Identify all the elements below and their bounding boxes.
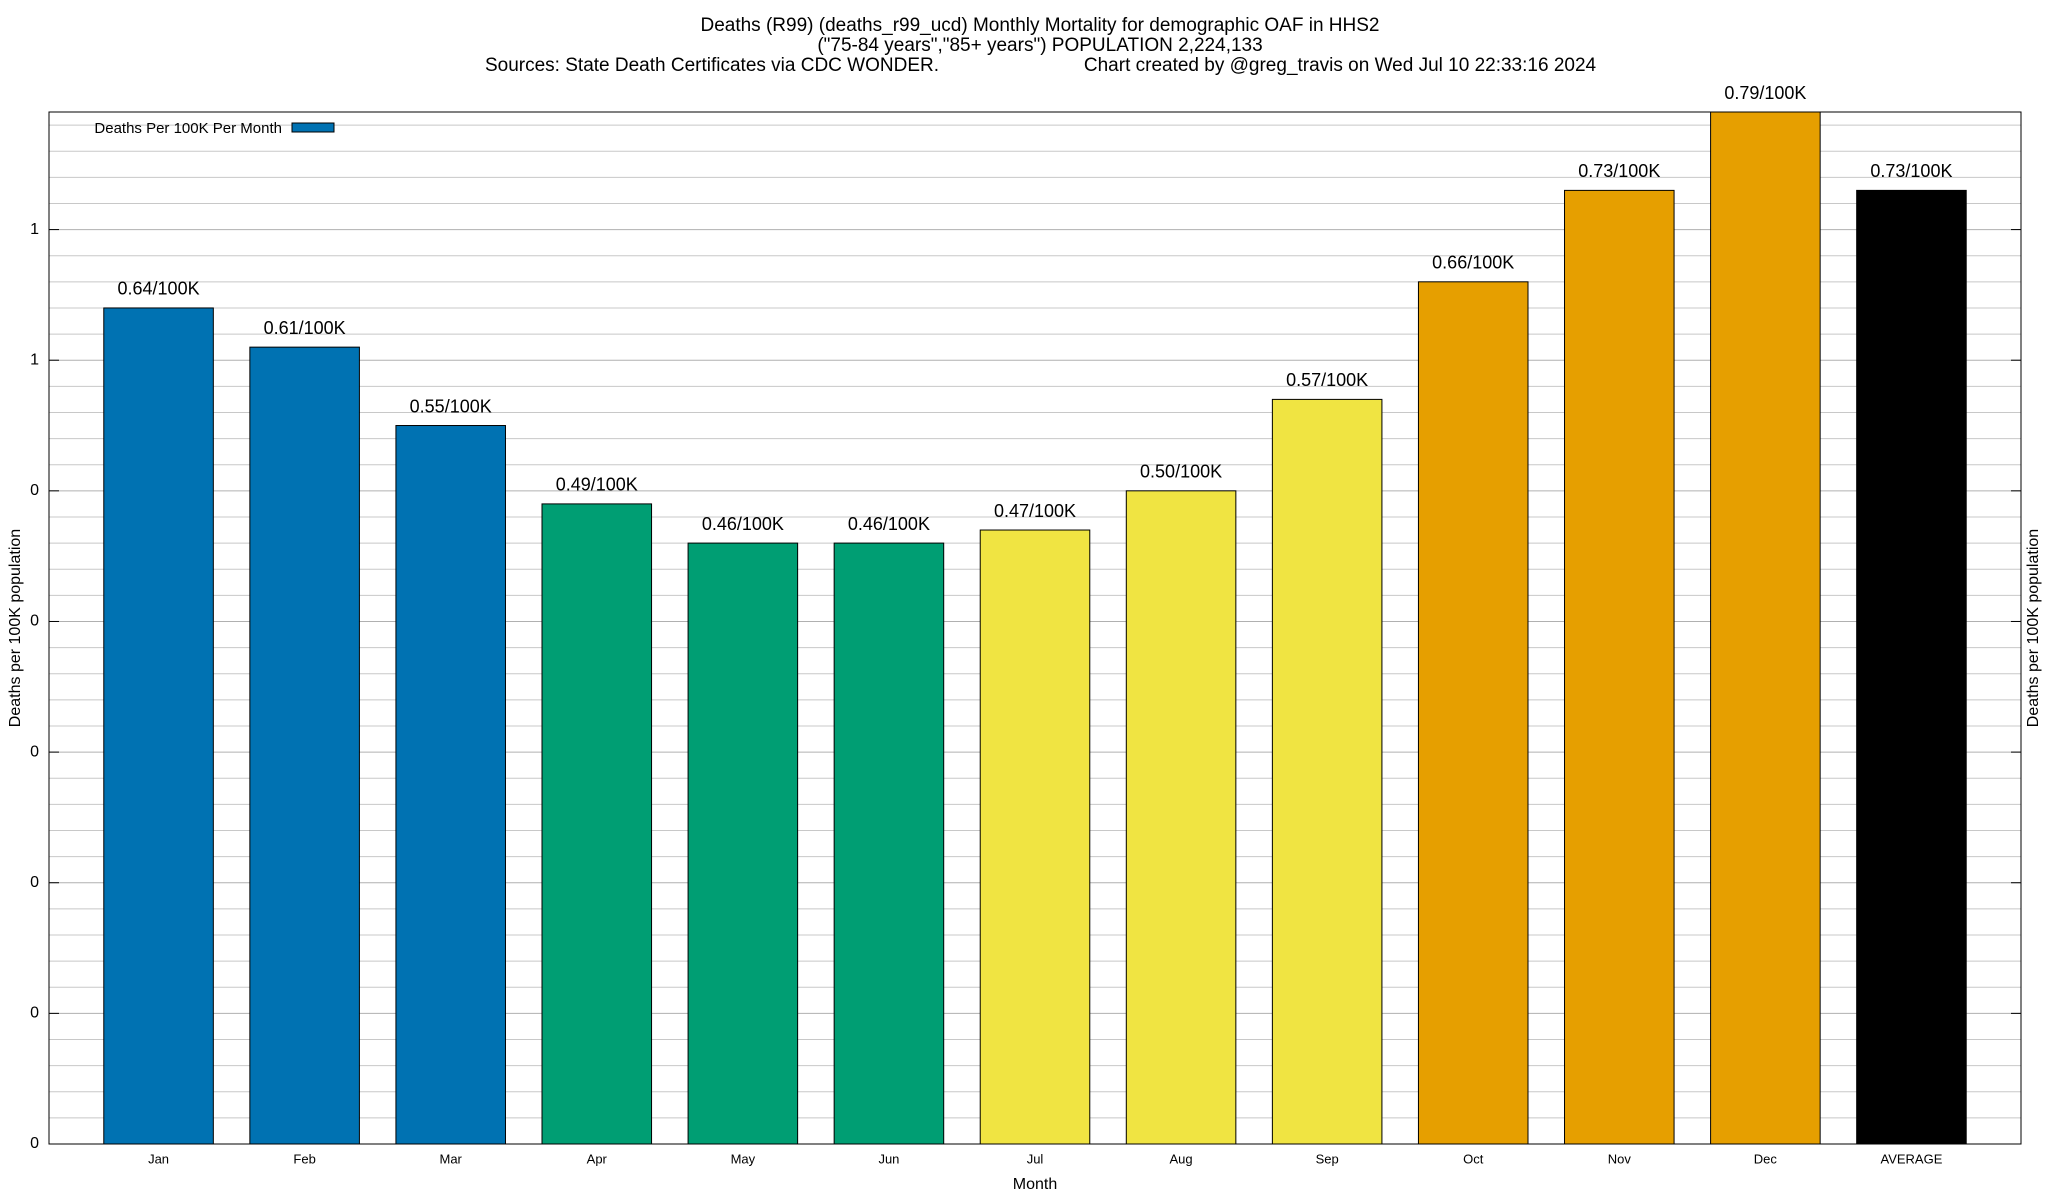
bar	[1125, 490, 1237, 1145]
value-label: 0.57/100K	[1286, 370, 1368, 390]
x-tick-label: Nov	[1608, 1151, 1632, 1166]
value-label: 0.73/100K	[1870, 161, 1952, 181]
value-label: 0.46/100K	[702, 514, 784, 534]
x-tick-label: Aug	[1170, 1151, 1193, 1166]
y2-axis-label: Deaths per 100K population	[2025, 529, 2042, 727]
x-tick-label: Jul	[1027, 1151, 1044, 1166]
x-tick-label: Mar	[440, 1151, 463, 1166]
bar	[979, 529, 1091, 1145]
x-tick-label: AVERAGE	[1880, 1151, 1942, 1166]
bar	[1271, 398, 1383, 1145]
y-tick-label: 0	[30, 743, 39, 760]
x-tick-label: Sep	[1316, 1151, 1339, 1166]
value-label: 0.61/100K	[264, 318, 346, 338]
value-label: 0.66/100K	[1432, 253, 1514, 273]
y-tick-label: 0	[30, 874, 39, 891]
x-tick-label: Dec	[1754, 1151, 1778, 1166]
value-label: 0.49/100K	[556, 475, 638, 495]
x-tick-label: May	[731, 1151, 756, 1166]
chart-title: Deaths (R99) (deaths_r99_ucd) Monthly Mo…	[700, 15, 1379, 36]
x-axis-label: Month	[1013, 1176, 1057, 1193]
bar	[687, 542, 799, 1145]
y-tick-label: 0	[30, 1135, 39, 1152]
x-tick-label: Apr	[587, 1151, 608, 1166]
value-label: 0.46/100K	[848, 514, 930, 534]
bar	[249, 346, 360, 1145]
y-tick-label: 0	[30, 1005, 39, 1022]
value-label: 0.64/100K	[118, 279, 200, 299]
bar	[1417, 281, 1529, 1145]
chart-subtitle: ("75-84 years","85+ years") POPULATION 2…	[817, 35, 1262, 56]
bar	[1564, 189, 1675, 1145]
legend-swatch	[291, 122, 335, 133]
value-label: 0.47/100K	[994, 501, 1076, 521]
value-label: 0.73/100K	[1578, 161, 1660, 181]
y-tick-label: 0	[30, 482, 39, 499]
value-label: 0.55/100K	[410, 396, 492, 416]
x-tick-label: Oct	[1463, 1151, 1484, 1166]
sources: Sources: State Death Certificates via CD…	[485, 55, 939, 76]
x-tick-label: Jun	[878, 1151, 899, 1166]
y-tick-label: 0	[30, 613, 39, 630]
value-label: 0.79/100K	[1724, 83, 1806, 103]
bar	[1856, 189, 1967, 1145]
y-axis-label: Deaths per 100K population	[7, 529, 24, 727]
y-tick-label: 1	[30, 351, 39, 368]
bar	[833, 542, 945, 1145]
x-tick-label: Feb	[293, 1151, 315, 1166]
x-tick-label: Jan	[148, 1151, 169, 1166]
legend-label: Deaths Per 100K Per Month	[94, 120, 282, 137]
bar	[1710, 111, 1821, 1145]
y-tick-label: 1	[30, 221, 39, 238]
bar	[541, 503, 653, 1145]
bar	[395, 425, 506, 1145]
value-label: 0.50/100K	[1140, 462, 1222, 482]
credit: Chart created by @greg_travis on Wed Jul…	[1084, 55, 1597, 76]
bar	[103, 307, 214, 1145]
